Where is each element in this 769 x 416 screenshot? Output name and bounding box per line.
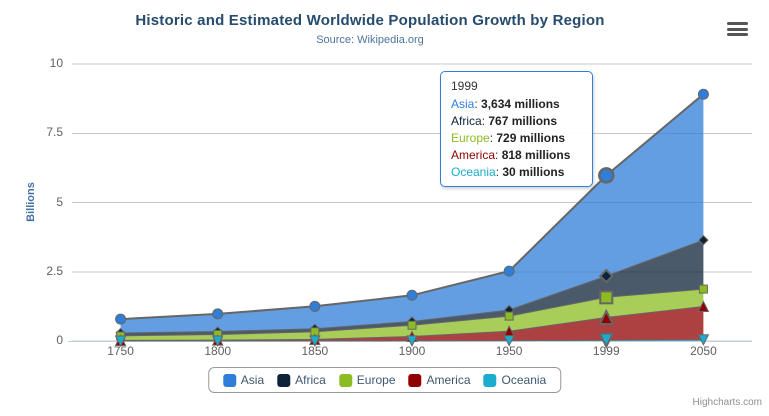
tooltip-series-name: Asia	[451, 97, 475, 111]
marker-europe-1950[interactable]	[504, 311, 514, 321]
marker-oceania-1750[interactable]	[114, 335, 127, 348]
tooltip: 1999 Asia: 3,634 millions Africa: 767 mil…	[440, 71, 593, 187]
y-axis-label: 5	[56, 194, 63, 209]
marker-africa-1999[interactable]	[598, 268, 614, 284]
tooltip-series-value: 767 millions	[488, 114, 558, 128]
hamburger-icon	[727, 22, 748, 25]
x-axis-label: 2050	[690, 344, 717, 358]
legend-item-europe[interactable]: Europe	[338, 373, 396, 387]
marker-europe-1999[interactable]	[599, 290, 614, 305]
y-axis-label: 0	[56, 333, 63, 347]
marker-asia-1999[interactable]	[598, 167, 615, 184]
tooltip-series-value: 729 millions	[496, 131, 566, 145]
marker-asia-1950[interactable]	[503, 265, 515, 277]
legend-label: Oceania	[501, 373, 547, 387]
chart-subtitle: Source: Wikipedia.org	[316, 34, 424, 46]
marker-asia-1900[interactable]	[406, 289, 418, 301]
area-asia[interactable]	[120, 94, 704, 333]
x-axis-label: 1950	[495, 344, 523, 358]
tooltip-series-name: Oceania	[451, 165, 496, 179]
tooltip-series-value: 818 millions	[501, 148, 571, 162]
tooltip-row: Africa: 767 millions	[451, 114, 558, 128]
marker-asia-2050[interactable]	[697, 88, 709, 100]
x-axis-label: 1750	[107, 344, 134, 358]
marker-oceania-1999[interactable]	[598, 332, 615, 349]
legend-label: Europe	[356, 373, 396, 387]
tooltip-title: 1999	[451, 79, 478, 93]
export-menu-button[interactable]	[727, 22, 749, 36]
marker-america-2050[interactable]	[697, 300, 710, 312]
legend-symbol-icon	[483, 373, 497, 387]
marker-asia-1850[interactable]	[309, 300, 321, 312]
marker-africa-2050[interactable]	[698, 234, 709, 246]
hamburger-icon	[727, 27, 748, 31]
x-axis-label: 1900	[398, 344, 426, 358]
marker-oceania-1800[interactable]	[211, 335, 224, 348]
tooltip-row: America: 818 millions	[451, 148, 571, 162]
tooltip-series-name: Africa	[451, 114, 482, 128]
x-axis-label: 1850	[301, 344, 329, 358]
x-axis-label: 1999	[592, 344, 620, 358]
tooltip-series-value: 30 millions	[502, 165, 565, 179]
tooltip-series-name: America	[451, 148, 496, 162]
tooltip-rows: Asia: 3,634 millions Africa: 767 millions…	[451, 96, 582, 181]
y-axis-label: 10	[49, 56, 63, 70]
tooltip-row: Oceania: 30 millions	[451, 165, 565, 179]
tooltip-row: Asia: 3,634 millions	[451, 97, 560, 111]
marker-oceania-1900[interactable]	[406, 335, 418, 347]
tooltip-row: Europe: 729 millions	[451, 131, 566, 145]
legend-item-asia[interactable]: Asia	[222, 373, 265, 387]
marker-asia-1750[interactable]	[115, 313, 127, 325]
area-america[interactable]	[120, 306, 704, 341]
y-axis-label: 2.5	[46, 263, 63, 278]
legend-item-oceania[interactable]: Oceania	[483, 373, 547, 387]
tooltip-series-name: Europe	[451, 131, 490, 145]
marker-america-1999[interactable]	[598, 308, 615, 326]
marker-asia-1800[interactable]	[212, 308, 224, 320]
credits-link[interactable]: Highcharts.com	[692, 397, 762, 408]
legend-label: Asia	[240, 373, 265, 387]
marker-oceania-2050[interactable]	[697, 334, 710, 346]
marker-oceania-1850[interactable]	[309, 335, 321, 348]
legend-symbol-icon	[408, 373, 422, 387]
chart-title: Historic and Estimated Worldwide Populat…	[135, 12, 605, 29]
legend-symbol-icon	[338, 373, 352, 387]
legend-label: Africa	[295, 373, 326, 387]
legend-symbol-icon	[222, 373, 236, 387]
hamburger-icon	[727, 33, 748, 36]
marker-oceania-1950[interactable]	[503, 335, 515, 347]
x-axis-label: 1800	[204, 344, 232, 358]
tooltip-series-value: 3,634 millions	[481, 97, 560, 111]
legend: Asia Africa Europe America Oceania	[207, 367, 562, 393]
legend-item-america[interactable]: America	[408, 373, 471, 387]
legend-label: America	[426, 373, 471, 387]
marker-europe-1900[interactable]	[407, 320, 417, 330]
area-africa[interactable]	[120, 240, 704, 336]
legend-symbol-icon	[277, 373, 291, 387]
marker-europe-2050[interactable]	[698, 284, 708, 294]
legend-item-africa[interactable]: Africa	[277, 373, 326, 387]
y-axis-label: 7.5	[46, 125, 63, 140]
